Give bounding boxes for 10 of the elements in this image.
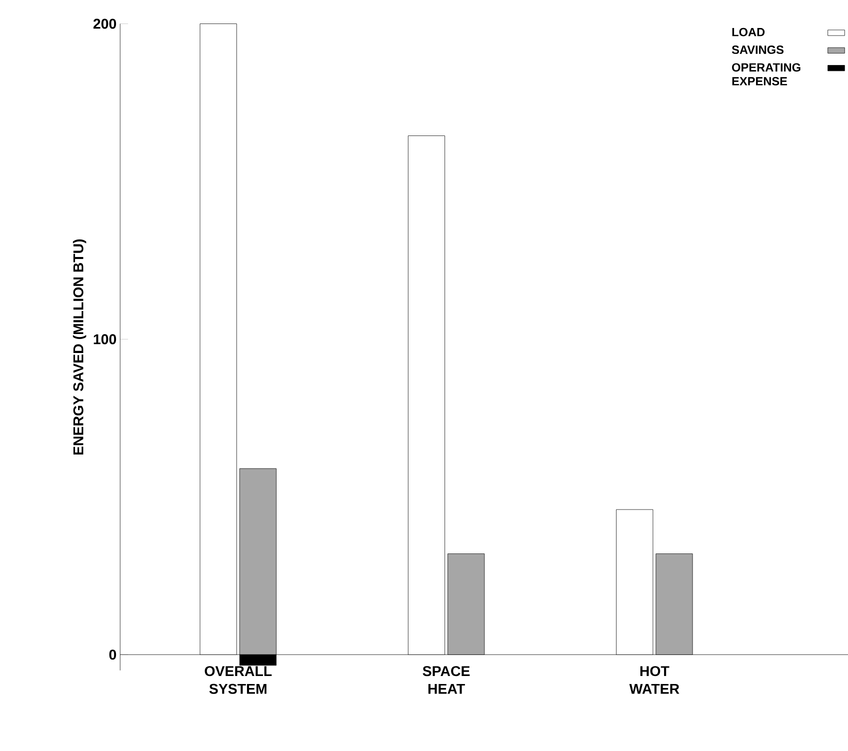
x-tick-label: SPACE HEAT bbox=[422, 666, 470, 694]
y-tick-label: 100 bbox=[94, 334, 116, 344]
x-tick-label: HOT WATER bbox=[629, 666, 680, 694]
text: SAVINGS bbox=[732, 46, 784, 54]
text: LOAD bbox=[732, 28, 765, 36]
y-axis-title: ENERGY SAVED (MILLION BTU) bbox=[72, 240, 86, 455]
y-tick-label: 200 bbox=[93, 18, 116, 29]
y-tick-label: 0 bbox=[109, 650, 116, 660]
x-tick-label: OVERALL SYSTEM bbox=[204, 666, 272, 694]
legend-label: OPERATING EXPENSE bbox=[732, 63, 800, 86]
